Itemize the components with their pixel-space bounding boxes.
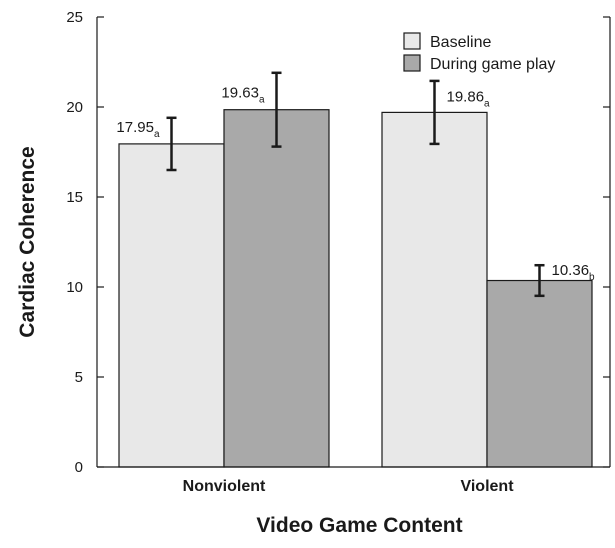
y-tick-label: 25 [66, 9, 83, 26]
y-tick-label: 20 [66, 99, 83, 116]
data-label-value: 17.95 [116, 119, 154, 136]
data-label-value: 19.63 [221, 85, 259, 102]
bar [118, 143, 225, 468]
y-tick-label: 15 [66, 189, 83, 206]
data-label-subscript: a [484, 98, 490, 109]
data-label: 10.36b [552, 262, 596, 283]
data-label: 17.95a [116, 119, 160, 140]
bars-layer [118, 71, 593, 468]
legend-swatch [403, 32, 421, 50]
data-label-subscript: a [154, 129, 160, 140]
legend-label: Baseline [430, 34, 491, 51]
y-tick-label: 10 [66, 279, 83, 296]
ticks-layer: 0 5 10 15 20 25 [66, 9, 610, 476]
bar [381, 111, 488, 468]
legend-label: During game play [430, 56, 555, 73]
bar [223, 109, 330, 468]
data-label-value: 10.36 [552, 262, 590, 279]
data-label: 19.86a [447, 88, 491, 109]
legend-swatch [403, 54, 421, 72]
axes-layer [96, 17, 611, 468]
data-label: 19.63a [221, 85, 265, 106]
data-label-subscript: a [259, 95, 265, 106]
x-tick-label: Violent [460, 478, 514, 495]
x-tick-label: Nonviolent [183, 478, 266, 495]
y-axis-title: Cardiac Coherence [16, 146, 39, 337]
x-axis-title: Video Game Content [256, 514, 462, 537]
legend: Baseline During game play [403, 32, 555, 73]
y-tick-label: 0 [75, 459, 83, 476]
data-label-subscript: b [589, 272, 595, 283]
bar [486, 279, 593, 468]
data-label-value: 19.86 [447, 88, 485, 105]
labels-layer: Nonviolent Violent17.95a19.63a10.36b19.86… [116, 85, 595, 495]
y-tick-label: 5 [75, 369, 83, 386]
